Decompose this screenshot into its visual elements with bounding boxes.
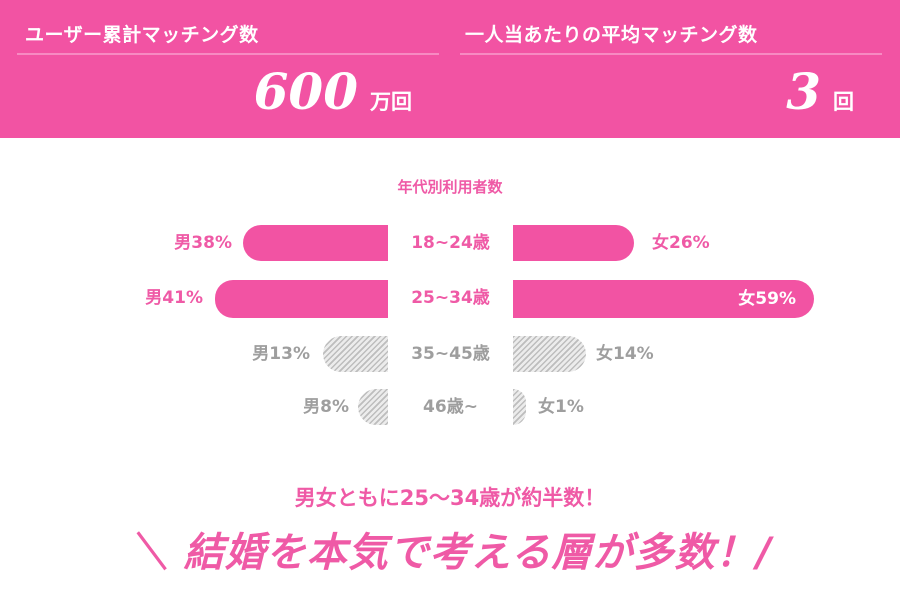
- stat-number: 3: [786, 62, 821, 121]
- female-label: 女14%: [596, 344, 654, 364]
- male-label: 男41%: [145, 288, 203, 308]
- male-bar: [243, 225, 388, 261]
- male-label: 男38%: [174, 233, 232, 253]
- female-bar: [513, 336, 586, 372]
- age-label: 18~24歳: [411, 233, 490, 253]
- stat-unit: 回: [833, 90, 854, 114]
- divider: [460, 53, 882, 55]
- age-label: 46歳~: [423, 397, 478, 417]
- subheadline: 男女ともに25〜34歳が約半数！: [294, 486, 606, 510]
- stat-title: ユーザー累計マッチング数: [25, 24, 259, 46]
- age-label: 25~34歳: [411, 288, 490, 308]
- age-label: 35~45歳: [411, 344, 490, 364]
- male-bar: [215, 280, 388, 318]
- stat-title: 一人当あたりの平均マッチング数: [465, 24, 758, 46]
- headline: ＼ 結婚を本気で考える層が多数！/: [127, 530, 773, 576]
- female-bar: [513, 225, 634, 261]
- female-bar: [513, 280, 814, 318]
- stat-unit: 万回: [370, 90, 412, 114]
- male-bar: [358, 389, 388, 425]
- female-label: 女59%: [738, 289, 796, 309]
- stat-number: 600: [253, 62, 358, 121]
- divider: [17, 53, 439, 55]
- stat-total-matches: ユーザー累計マッチング数 600 万回: [0, 0, 439, 138]
- male-label: 男13%: [252, 344, 310, 364]
- male-label: 男8%: [303, 397, 349, 417]
- stat-value: 600 万回: [254, 62, 412, 121]
- female-bar: [513, 389, 526, 425]
- female-label: 女1%: [538, 397, 584, 417]
- chart-title: 年代別利用者数: [397, 178, 503, 196]
- female-label: 女26%: [652, 233, 710, 253]
- male-bar: [323, 336, 388, 372]
